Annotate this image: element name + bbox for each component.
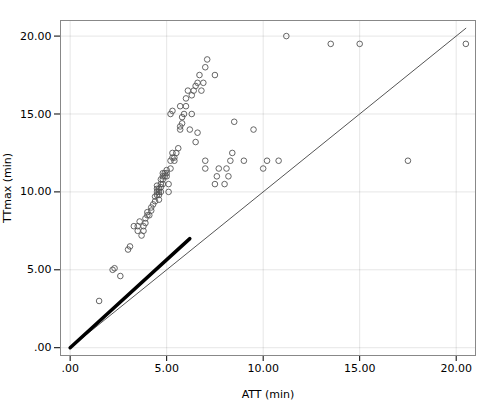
svg-text:5.00: 5.00 xyxy=(154,362,179,375)
svg-text:10.00: 10.00 xyxy=(20,185,52,198)
svg-text:15.00: 15.00 xyxy=(344,362,376,375)
svg-text:.00: .00 xyxy=(61,362,79,375)
svg-text:15.00: 15.00 xyxy=(20,108,52,121)
svg-text:20.00: 20.00 xyxy=(440,362,472,375)
svg-text:.00: .00 xyxy=(34,341,52,354)
svg-text:5.00: 5.00 xyxy=(27,263,52,276)
svg-text:20.00: 20.00 xyxy=(20,30,52,43)
svg-text:10.00: 10.00 xyxy=(247,362,279,375)
svg-text:ATT (min): ATT (min) xyxy=(242,388,295,400)
svg-text:TTmax (min): TTmax (min) xyxy=(1,153,14,224)
